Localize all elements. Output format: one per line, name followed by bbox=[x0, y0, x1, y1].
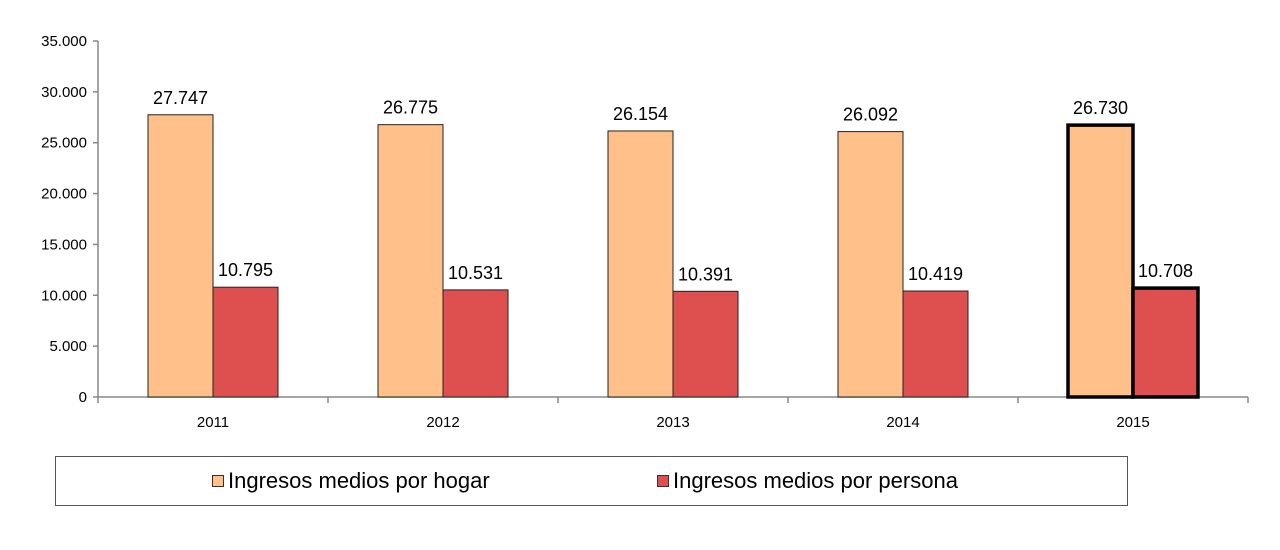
x-tick-label: 2015 bbox=[1116, 414, 1149, 431]
legend-swatch-hogar bbox=[212, 475, 224, 487]
bar-hogar bbox=[147, 114, 214, 398]
y-tick-label: 25.000 bbox=[41, 135, 87, 152]
bar-persona bbox=[672, 290, 739, 398]
bar-persona bbox=[212, 286, 279, 398]
bar-hogar bbox=[1066, 123, 1135, 399]
data-label: 10.419 bbox=[908, 264, 963, 284]
data-label: 10.391 bbox=[678, 264, 733, 284]
data-label: 26.092 bbox=[843, 105, 898, 125]
x-tick-label: 2011 bbox=[197, 414, 229, 431]
bar-persona bbox=[1131, 286, 1200, 399]
bar-persona bbox=[902, 290, 969, 398]
bar-hogar bbox=[837, 131, 904, 398]
legend-label-persona: Ingresos medios por persona bbox=[673, 468, 958, 493]
data-label: 26.154 bbox=[613, 104, 668, 124]
legend-item-persona: Ingresos medios por persona bbox=[657, 457, 958, 505]
y-tick-label: 0 bbox=[79, 389, 87, 406]
bar-hogar bbox=[377, 124, 444, 398]
y-tick-label: 35.000 bbox=[41, 33, 87, 50]
y-tick-label: 30.000 bbox=[41, 84, 87, 101]
data-label: 27.747 bbox=[153, 88, 208, 108]
y-tick-label: 10.000 bbox=[41, 287, 87, 304]
x-tick-label: 2013 bbox=[656, 414, 689, 431]
legend-swatch-persona bbox=[657, 475, 669, 487]
x-tick-label: 2014 bbox=[886, 414, 919, 431]
data-label: 10.531 bbox=[448, 263, 503, 283]
legend: Ingresos medios por hogar Ingresos medio… bbox=[55, 456, 1128, 506]
legend-item-hogar: Ingresos medios por hogar bbox=[212, 457, 490, 505]
y-tick-label: 20.000 bbox=[41, 186, 87, 203]
x-tick-label: 2012 bbox=[426, 414, 459, 431]
legend-label-hogar: Ingresos medios por hogar bbox=[228, 468, 490, 493]
data-label: 10.708 bbox=[1138, 261, 1193, 281]
data-label: 10.795 bbox=[218, 260, 273, 280]
bar-persona bbox=[442, 289, 509, 398]
bar-hogar bbox=[607, 130, 674, 398]
data-label: 26.730 bbox=[1073, 98, 1128, 118]
bar-chart: 0 5.000 10.000 15.000 20.000 25.000 30.000 35.0… bbox=[41, 33, 1249, 431]
data-label: 26.775 bbox=[383, 98, 438, 118]
y-tick-label: 5.000 bbox=[49, 338, 87, 355]
y-tick-label: 15.000 bbox=[41, 236, 87, 253]
